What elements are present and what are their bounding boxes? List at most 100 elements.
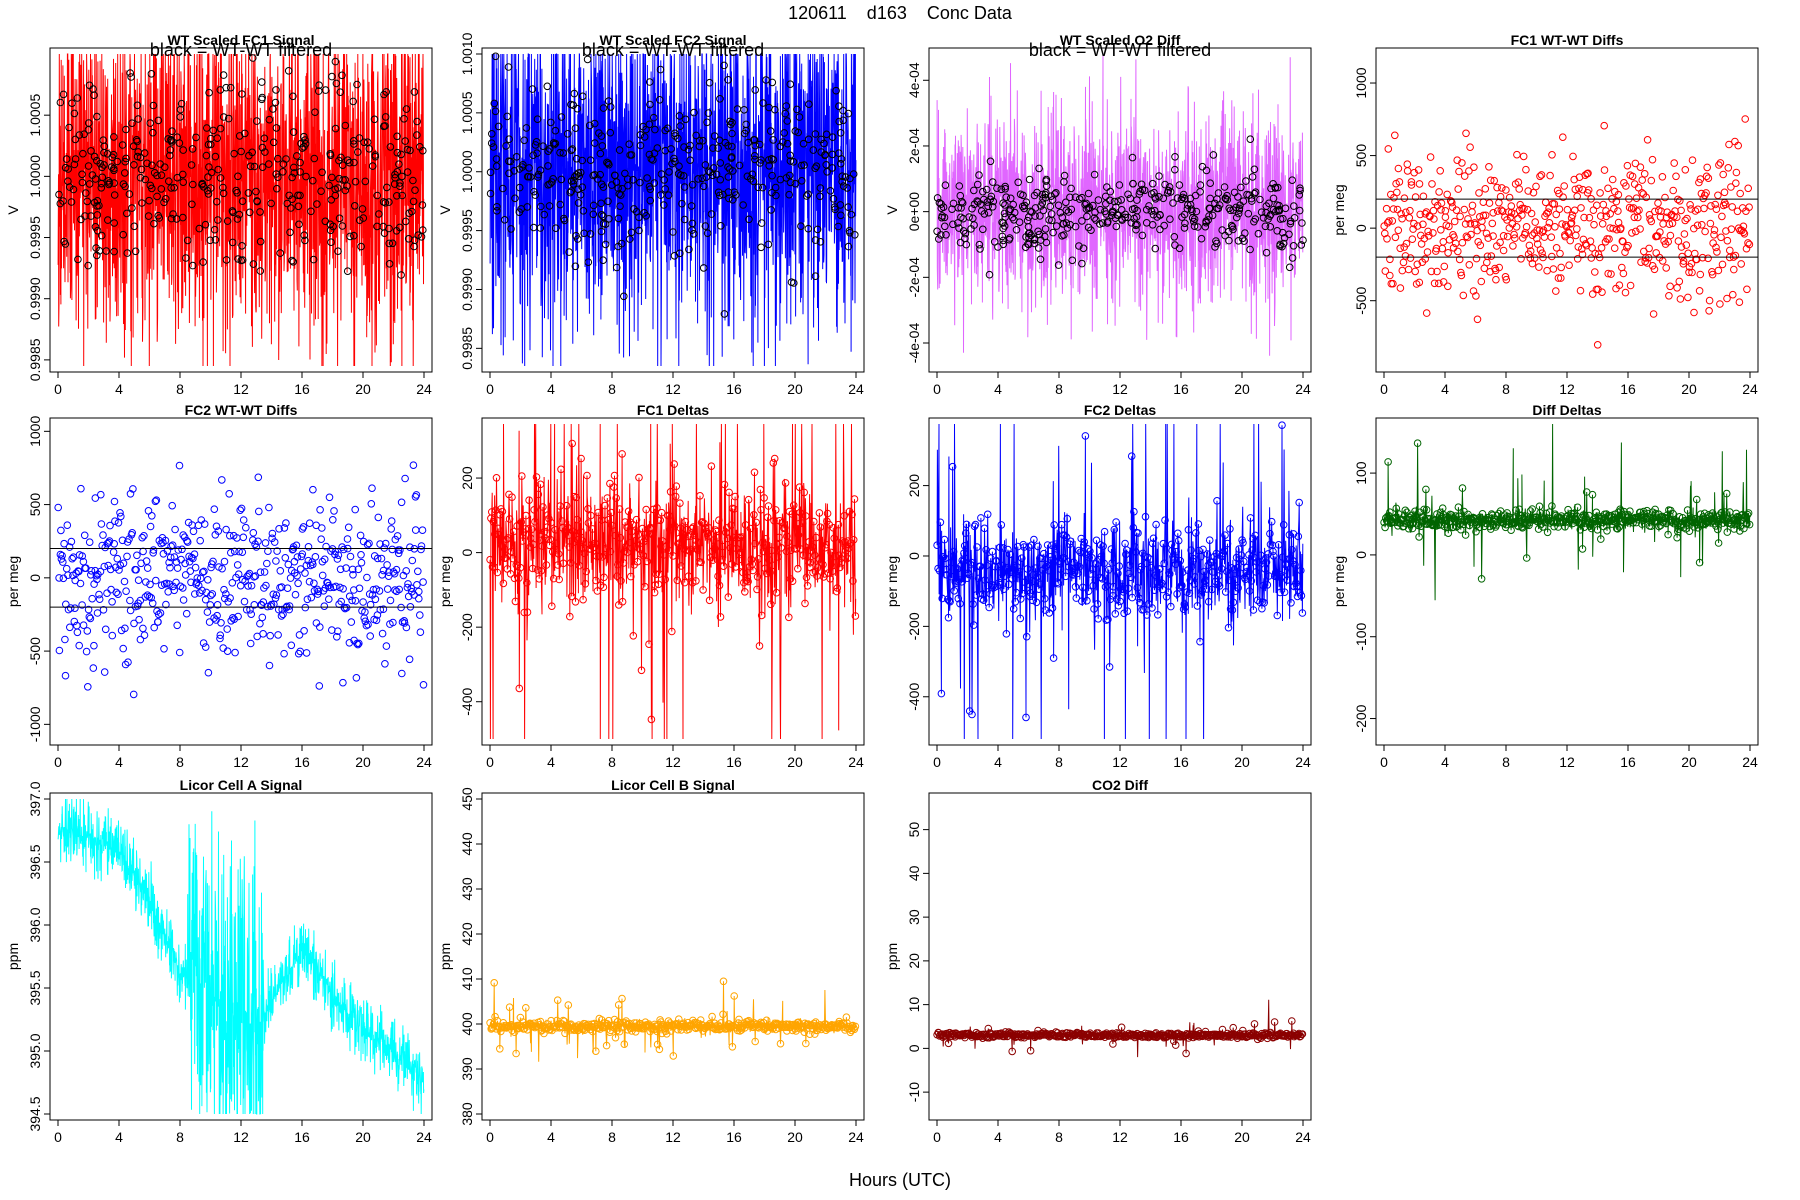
data-point <box>119 644 127 653</box>
data-point <box>587 511 595 520</box>
filtered-point <box>1096 220 1104 228</box>
data-point <box>957 578 966 586</box>
data-point <box>1202 585 1211 593</box>
filtered-point <box>933 227 941 236</box>
filtered-point <box>492 155 501 163</box>
data-point <box>799 551 808 560</box>
data-point <box>1626 281 1635 290</box>
filtered-point <box>701 222 710 230</box>
data-point <box>802 1039 810 1048</box>
data-point <box>1214 572 1223 580</box>
data-point <box>811 567 820 576</box>
data-point <box>1030 535 1038 544</box>
data-point <box>1498 184 1506 192</box>
data-point <box>488 508 496 516</box>
filtered-point <box>949 220 957 229</box>
data-point <box>1024 580 1033 588</box>
filtered-point <box>417 233 426 241</box>
data-point <box>677 562 686 570</box>
data-point <box>1009 605 1018 613</box>
filtered-point <box>688 219 697 228</box>
filtered-point <box>821 151 829 160</box>
data-point <box>350 586 358 594</box>
data-point <box>958 556 967 565</box>
data-point <box>1384 145 1393 153</box>
filtered-point <box>605 215 613 223</box>
data-point <box>380 544 389 552</box>
filtered-point <box>1262 248 1271 257</box>
filtered-point <box>699 136 707 145</box>
filtered-point <box>130 161 138 169</box>
plot-frame <box>928 47 1312 373</box>
data-point <box>516 563 525 572</box>
data-point <box>1006 550 1014 559</box>
y-tick-label: 500 <box>1353 144 1369 168</box>
filtered-point <box>167 214 176 223</box>
filtered-point <box>822 161 831 169</box>
data-point <box>1100 559 1108 568</box>
filtered-point <box>132 136 141 144</box>
filtered-point <box>551 126 560 135</box>
filtered-point <box>988 203 997 211</box>
filtered-point <box>1237 183 1245 192</box>
filtered-point <box>828 133 837 141</box>
filtered-point <box>1269 194 1278 203</box>
data-point <box>1501 273 1510 281</box>
data-point <box>1034 542 1042 551</box>
filtered-point <box>1285 230 1293 239</box>
filtered-point <box>1062 206 1071 214</box>
filtered-point <box>355 134 364 142</box>
filtered-point <box>1084 223 1093 232</box>
data-point <box>1557 263 1565 272</box>
filtered-point <box>756 140 764 149</box>
filtered-point <box>1288 254 1297 262</box>
data-point <box>1398 266 1407 275</box>
x-tick-label: 24 <box>416 381 432 397</box>
data-point <box>823 509 832 518</box>
data-point <box>166 563 174 572</box>
data-point <box>994 563 1003 571</box>
data-point <box>1475 523 1484 532</box>
data-point <box>1394 164 1403 173</box>
data-point <box>207 591 215 600</box>
filtered-point <box>625 140 634 148</box>
filtered-point <box>1147 190 1156 198</box>
filtered-point <box>258 143 267 152</box>
filtered-point <box>162 195 170 203</box>
data-point <box>86 614 95 623</box>
data-point <box>1552 244 1561 252</box>
data-point <box>140 532 148 540</box>
data-point <box>1530 254 1539 262</box>
filtered-point <box>1096 205 1105 214</box>
data-point <box>1228 606 1237 614</box>
filtered-point <box>373 222 381 231</box>
filtered-point <box>724 173 733 181</box>
filtered-point <box>503 112 512 121</box>
data-point <box>113 554 122 563</box>
filtered-point <box>698 174 706 183</box>
data-point <box>1548 151 1556 159</box>
data-point <box>1028 596 1037 605</box>
x-tick-label: 16 <box>294 1129 310 1145</box>
data-point <box>276 567 285 575</box>
filtered-point <box>307 207 315 216</box>
data-point <box>1713 248 1721 256</box>
filtered-point <box>238 197 247 205</box>
filtered-point <box>157 171 166 179</box>
filtered-point <box>765 103 773 112</box>
filtered-point <box>214 165 222 174</box>
data-point <box>1651 509 1660 518</box>
filtered-point <box>169 210 177 218</box>
filtered-point <box>205 163 213 171</box>
y-tick-label: -4e-04 <box>906 323 922 364</box>
data-point <box>274 631 282 639</box>
data-point <box>1253 1035 1262 1044</box>
filtered-point <box>612 178 621 186</box>
filtered-point <box>69 185 78 194</box>
x-tick-label: 20 <box>355 754 371 770</box>
filtered-point <box>269 105 277 113</box>
data-point <box>93 575 101 584</box>
data-point <box>650 588 659 597</box>
data-point <box>146 522 155 531</box>
filtered-point <box>273 184 281 193</box>
